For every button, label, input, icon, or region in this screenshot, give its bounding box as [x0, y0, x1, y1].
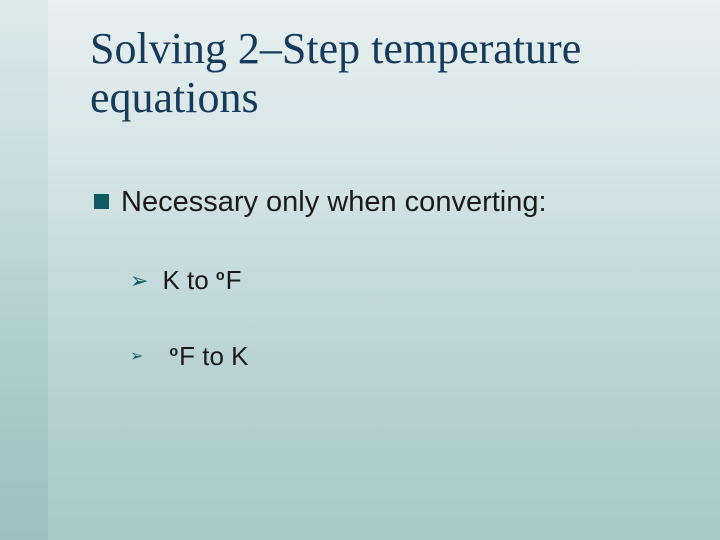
sub-item-suffix: F	[226, 265, 242, 295]
left-accent-strip	[0, 0, 48, 540]
bullet-text: Necessary only when converting:	[121, 185, 547, 220]
sub-item-text: oF to K	[169, 341, 248, 372]
sub-item: ➢ oF to K	[130, 341, 690, 372]
slide: Solving 2–Step temperature equations Nec…	[0, 0, 720, 540]
degree-superscript: o	[169, 344, 178, 360]
slide-body: Solving 2–Step temperature equations Nec…	[48, 0, 720, 540]
square-bullet-icon	[94, 194, 109, 209]
sub-item-text: K to oF	[162, 265, 241, 296]
chevron-icon: ➢	[130, 270, 148, 292]
sub-item: ➢ K to oF	[130, 265, 690, 296]
slide-title: Solving 2–Step temperature equations	[90, 24, 690, 123]
sub-item-suffix: F to K	[179, 341, 248, 371]
sub-item-prefix: K to	[162, 265, 215, 295]
degree-superscript: o	[216, 268, 225, 284]
sub-list: ➢ K to oF ➢ oF to K	[130, 265, 690, 371]
bullet-item: Necessary only when converting:	[94, 185, 690, 220]
chevron-icon: ➢	[130, 349, 143, 365]
